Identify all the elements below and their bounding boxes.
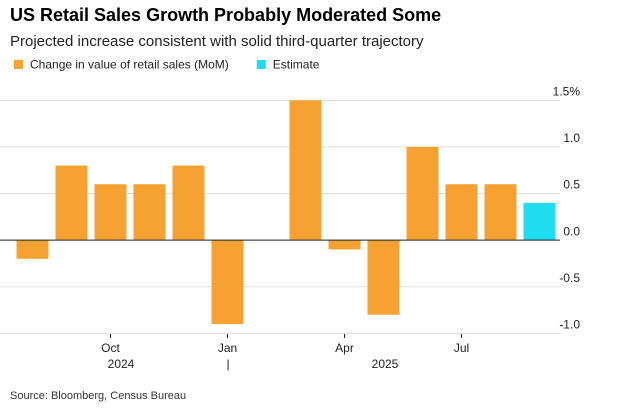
bar xyxy=(484,184,517,241)
x-tick-label: Jan xyxy=(218,341,237,355)
y-tick-label: 1.0 xyxy=(563,131,580,145)
chart-subtitle: Projected increase consistent with solid… xyxy=(10,33,424,50)
bar xyxy=(406,146,439,241)
bar xyxy=(367,240,400,315)
bar xyxy=(16,240,49,259)
bar xyxy=(445,184,478,241)
x-tick-label: Jul xyxy=(454,341,469,355)
legend-swatch xyxy=(256,60,266,69)
legend-label: Change in value of retail sales (MoM) xyxy=(30,58,229,72)
bar xyxy=(55,165,88,241)
bar xyxy=(289,100,322,241)
y-tick-label: 0.5 xyxy=(563,178,580,192)
x-tick-label: Oct xyxy=(101,341,120,355)
year-label: 2025 xyxy=(372,357,399,371)
bar xyxy=(328,240,361,250)
y-tick-label: -1.0 xyxy=(559,318,580,332)
x-tick-label: Apr xyxy=(335,341,354,355)
year-separator: | xyxy=(226,357,229,371)
bar xyxy=(172,165,205,241)
year-label: 2024 xyxy=(108,357,135,371)
legend-label: Estimate xyxy=(273,58,320,72)
legend-swatch xyxy=(14,60,23,69)
bar xyxy=(211,240,244,325)
source: Source: Bloomberg, Census Bureau xyxy=(10,390,186,402)
y-tick-label: 1.5% xyxy=(553,84,581,98)
bar xyxy=(523,202,556,241)
bar xyxy=(133,184,166,241)
y-tick-label: -0.5 xyxy=(559,271,580,285)
chart-title: US Retail Sales Growth Probably Moderate… xyxy=(10,5,441,25)
bar xyxy=(94,184,127,241)
y-tick-label: 0.0 xyxy=(563,224,580,238)
